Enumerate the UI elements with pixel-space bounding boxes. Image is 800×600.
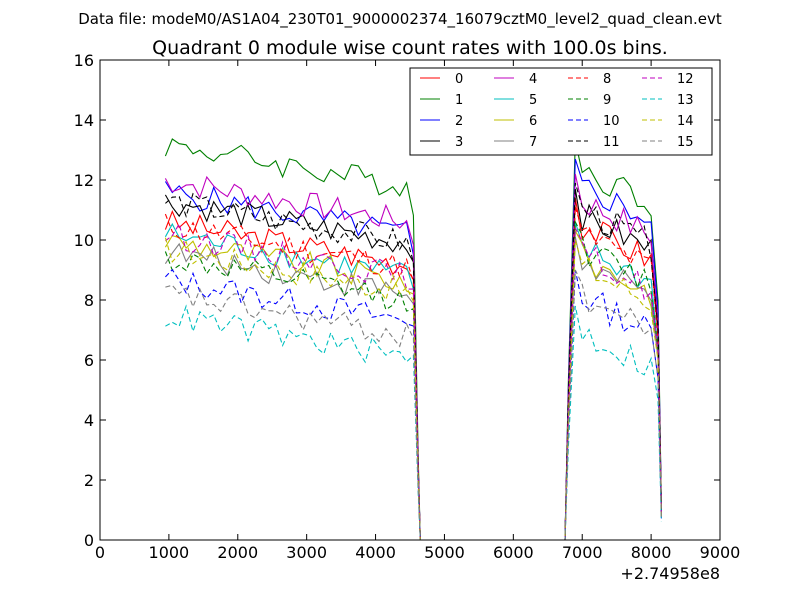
- legend-label-13: 13: [677, 93, 694, 108]
- y-tick-label: 10: [74, 231, 94, 250]
- y-tick-label: 4: [84, 411, 94, 430]
- x-tick-label: 9000: [700, 543, 741, 562]
- x-tick-label: 6000: [493, 543, 534, 562]
- x-tick-label: 7000: [562, 543, 603, 562]
- legend-label-9: 9: [603, 93, 611, 108]
- supertitle: Data file: modeM0/AS1A04_230T01_90000023…: [78, 10, 722, 29]
- x-tick-label: 8000: [631, 543, 672, 562]
- series-line-10: [165, 268, 662, 541]
- y-tick-label: 0: [84, 531, 94, 550]
- series-line-11: [165, 182, 662, 541]
- legend-label-1: 1: [455, 93, 463, 108]
- y-tick-label: 12: [74, 171, 94, 190]
- legend-label-6: 6: [529, 114, 537, 129]
- chart-title: Quadrant 0 module wise count rates with …: [152, 37, 668, 59]
- series-line-1: [164, 138, 662, 541]
- series-line-15: [165, 269, 662, 541]
- y-tick-label: 16: [74, 51, 94, 70]
- x-tick-label: 1000: [149, 543, 190, 562]
- legend-label-4: 4: [529, 72, 537, 87]
- legend-label-12: 12: [677, 72, 694, 87]
- x-tick-label: 5000: [424, 543, 465, 562]
- legend-label-7: 7: [529, 135, 537, 150]
- series-line-13: [165, 304, 662, 541]
- x-tick-label: 2000: [217, 543, 258, 562]
- series-line-2: [164, 158, 662, 541]
- series-line-12: [165, 222, 662, 541]
- series-line-0: [164, 197, 662, 541]
- series-line-9: [164, 219, 662, 541]
- y-tick-label: 2: [84, 471, 94, 490]
- legend-label-8: 8: [603, 72, 611, 87]
- legend-label-11: 11: [603, 135, 620, 150]
- legend-label-3: 3: [455, 135, 463, 150]
- x-tick-label: 4000: [355, 543, 396, 562]
- legend-label-0: 0: [455, 72, 463, 87]
- x-tick-labels: 0 1000 2000 3000 4000 5000 6000 7000 8000 9000: [95, 543, 740, 562]
- x-tick-label: 0: [95, 543, 105, 562]
- y-tick-label: 14: [74, 111, 94, 130]
- y-tick-label: 6: [84, 351, 94, 370]
- series-line-6: [164, 228, 662, 541]
- ticks-layer: [99, 59, 721, 541]
- series-line-7: [164, 236, 662, 541]
- series-line-3: [164, 188, 662, 541]
- x-tick-label: 3000: [286, 543, 327, 562]
- legend-label-15: 15: [677, 135, 694, 150]
- series-line-4: [164, 173, 662, 541]
- legend-label-10: 10: [603, 114, 620, 129]
- y-tick-label: 8: [84, 291, 94, 310]
- series-line-14: [164, 237, 662, 541]
- legend-label-5: 5: [529, 93, 537, 108]
- x-offset-label: +2.74958e8: [620, 564, 720, 583]
- y-tick-labels: 0 2 4 6 8 10 12 14 16: [74, 51, 94, 550]
- series-layer: [164, 138, 662, 541]
- legend-label-14: 14: [677, 114, 694, 129]
- legend-label-2: 2: [455, 114, 463, 129]
